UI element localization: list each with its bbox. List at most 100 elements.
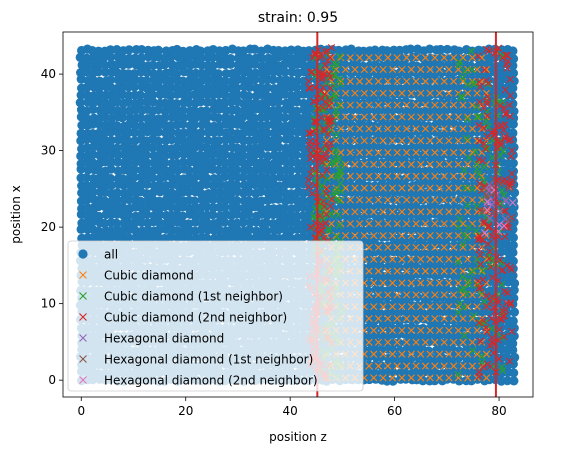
legend-label: Hexagonal diamond <box>104 332 224 346</box>
data-point <box>142 76 152 86</box>
data-point <box>148 97 158 107</box>
data-point <box>166 76 176 86</box>
data-point <box>255 120 266 130</box>
data-point <box>195 150 205 160</box>
data-point <box>177 211 188 221</box>
data-point <box>160 158 170 168</box>
data-point <box>261 159 272 169</box>
data-point <box>280 67 290 77</box>
data-point <box>82 83 92 93</box>
data-point <box>153 136 163 146</box>
data-point <box>106 75 116 85</box>
data-point <box>184 165 194 176</box>
y-tick-label: 20 <box>41 220 56 234</box>
data-point <box>273 105 284 115</box>
data-point <box>286 189 296 199</box>
data-point <box>106 180 116 191</box>
data-point <box>172 98 182 109</box>
x-tick-label: 40 <box>283 404 298 418</box>
data-point <box>509 376 519 386</box>
data-point <box>238 144 248 154</box>
data-point <box>213 69 223 79</box>
data-point <box>292 76 302 86</box>
data-point <box>197 224 207 235</box>
data-point <box>93 226 103 236</box>
data-point <box>171 69 182 79</box>
data-point <box>274 127 284 137</box>
data-point <box>508 46 518 56</box>
data-point <box>243 91 254 101</box>
x-tick-label: 80 <box>491 404 506 418</box>
data-point <box>105 233 115 243</box>
data-point <box>106 164 116 174</box>
data-point <box>202 75 212 85</box>
data-point <box>179 113 189 123</box>
data-point <box>153 127 163 137</box>
data-point <box>213 113 224 123</box>
data-point <box>220 90 230 100</box>
data-point <box>189 128 200 138</box>
data-point <box>244 233 254 243</box>
data-point <box>165 232 176 242</box>
data-point <box>256 203 266 213</box>
data-point <box>172 83 182 93</box>
data-point <box>196 128 206 138</box>
data-point <box>94 211 104 221</box>
data-point <box>232 195 242 206</box>
data-point <box>87 157 97 167</box>
data-point <box>219 217 230 227</box>
data-point <box>286 173 296 183</box>
data-point <box>76 90 86 100</box>
data-point <box>220 172 230 182</box>
data-point <box>142 209 152 219</box>
data-point <box>508 316 518 326</box>
data-point <box>196 53 206 63</box>
data-point <box>88 187 98 197</box>
data-point <box>286 45 296 55</box>
y-tick-label: 40 <box>41 67 56 81</box>
data-point <box>214 143 224 153</box>
data-point <box>208 210 218 220</box>
data-point <box>184 232 194 243</box>
data-point <box>81 113 92 124</box>
data-point <box>117 75 128 85</box>
data-point <box>129 128 140 138</box>
data-point <box>220 165 230 175</box>
data-point <box>508 158 518 168</box>
data-point <box>88 174 99 184</box>
data-point <box>135 196 146 206</box>
data-point <box>129 172 139 182</box>
data-point <box>190 157 201 168</box>
data-point <box>244 187 254 197</box>
data-point <box>195 46 206 56</box>
data-point <box>249 113 260 123</box>
data-point <box>88 217 98 227</box>
data-point <box>129 82 140 92</box>
data-point <box>274 142 284 152</box>
data-point <box>508 128 518 138</box>
data-point <box>88 104 98 114</box>
data-point <box>261 112 272 122</box>
data-point <box>118 174 128 184</box>
data-point <box>189 106 199 116</box>
data-point <box>292 127 303 137</box>
data-point <box>129 143 139 154</box>
data-point <box>153 45 163 55</box>
data-point <box>509 76 519 86</box>
data-point <box>172 226 182 236</box>
data-point <box>509 188 520 198</box>
x-axis-ticks: 0 20 40 60 80 <box>77 397 507 418</box>
data-point <box>135 97 145 108</box>
data-point <box>123 210 133 221</box>
data-point <box>292 106 302 116</box>
data-point <box>280 210 290 221</box>
data-point <box>106 135 116 145</box>
data-point <box>82 180 92 191</box>
data-point <box>142 158 152 168</box>
data-point <box>225 53 236 64</box>
data-point <box>155 69 165 79</box>
data-point <box>208 61 218 71</box>
data-point <box>147 173 158 183</box>
data-point <box>178 105 188 115</box>
